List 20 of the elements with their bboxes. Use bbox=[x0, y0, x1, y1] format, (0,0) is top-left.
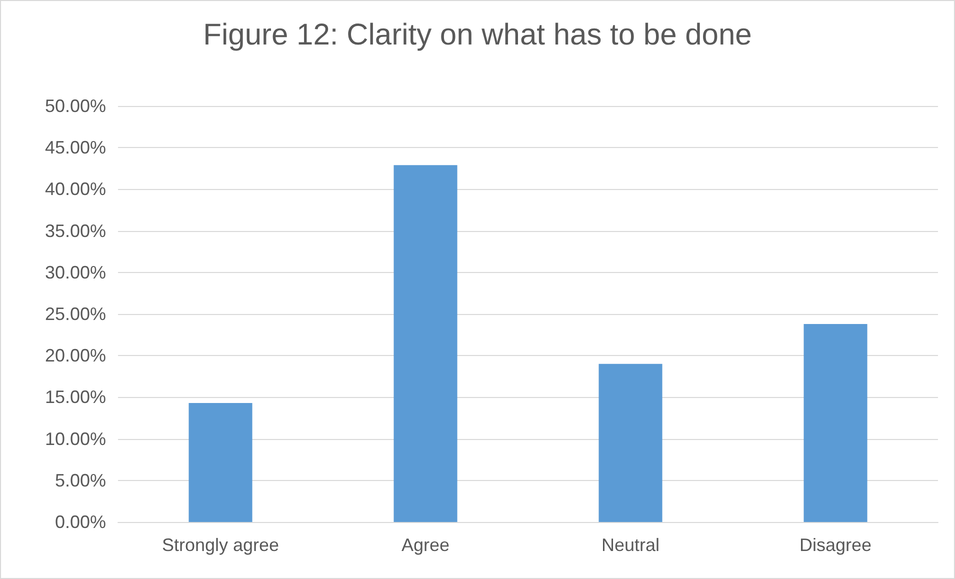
bar bbox=[394, 165, 458, 522]
y-tick-label: 30.00% bbox=[44, 262, 106, 282]
x-tick-label: Neutral bbox=[601, 535, 660, 555]
y-tick-label: 5.00% bbox=[54, 470, 106, 490]
x-tick-label: Disagree bbox=[799, 535, 872, 555]
y-tick-label: 40.00% bbox=[44, 179, 106, 200]
y-tick-label: 10.00% bbox=[44, 428, 106, 449]
y-tick-label: 15.00% bbox=[44, 387, 106, 408]
y-tick-label: 45.00% bbox=[44, 138, 106, 158]
bar bbox=[804, 324, 868, 522]
y-tick-label: 50.00% bbox=[44, 96, 106, 116]
x-tick-label: Strongly agree bbox=[162, 535, 280, 555]
y-tick-label: 20.00% bbox=[44, 346, 106, 366]
chart-title: Figure 12: Clarity on what has to be done bbox=[203, 18, 752, 52]
y-tick-label: 35.00% bbox=[44, 220, 106, 241]
y-tick-label: 25.00% bbox=[44, 304, 106, 324]
bar bbox=[598, 364, 662, 522]
y-tick-label: 0.00% bbox=[54, 512, 106, 532]
bar bbox=[188, 403, 252, 522]
x-tick-label: Agree bbox=[401, 535, 450, 555]
